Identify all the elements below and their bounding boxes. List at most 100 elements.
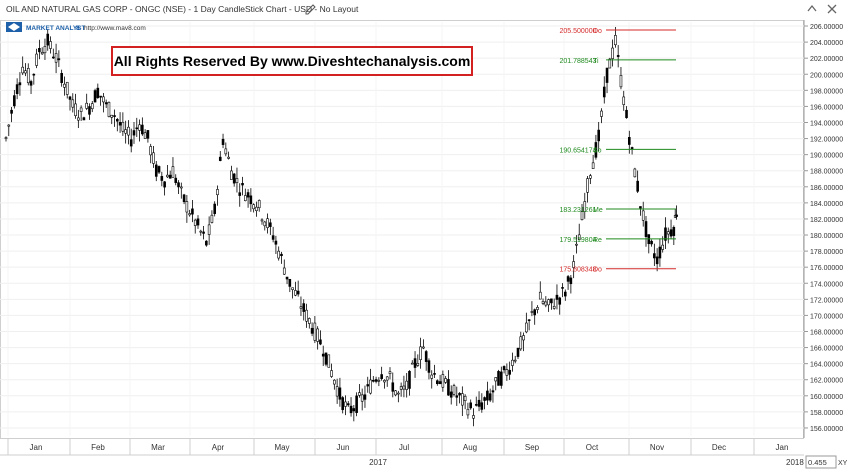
candle-body <box>24 70 27 74</box>
candle-body <box>177 182 180 188</box>
candle-body <box>486 390 489 401</box>
candle-body <box>572 261 575 268</box>
level-value: 179.519804 <box>560 237 597 244</box>
candle-body <box>494 377 498 382</box>
candle-body <box>616 55 620 57</box>
candle-body <box>116 119 119 122</box>
candle-body <box>277 250 280 259</box>
candle-body <box>29 81 33 86</box>
close-icon[interactable] <box>827 4 837 14</box>
candle-body <box>255 206 258 212</box>
candle-body <box>628 137 631 145</box>
candle-body <box>157 166 161 173</box>
candle-body <box>199 230 203 233</box>
candle-body <box>230 170 233 180</box>
candle-body <box>419 346 422 360</box>
value-box[interactable] <box>805 455 837 469</box>
candle-body <box>118 121 122 126</box>
candle-body <box>207 224 211 235</box>
candle-body <box>461 393 464 406</box>
candle-body <box>46 33 50 46</box>
candle-body <box>213 203 216 214</box>
candle-body <box>544 301 548 306</box>
candle-body <box>639 206 642 209</box>
watermark-text: All Rights Reserved By www.Diveshtechana… <box>114 53 471 69</box>
candle-body <box>397 392 400 395</box>
chevron-up-icon[interactable] <box>807 4 817 12</box>
candle-body <box>675 214 678 217</box>
candle-body <box>79 107 83 112</box>
y-tick-label: 206.00000 <box>810 24 843 31</box>
candle-body <box>422 346 425 349</box>
candle-body <box>218 156 222 161</box>
pencil-icon[interactable] <box>305 4 316 15</box>
candle-body <box>282 267 286 275</box>
candle-body <box>650 240 653 245</box>
candle-body <box>333 379 336 385</box>
candle-body <box>527 319 531 322</box>
candle-body <box>561 287 564 289</box>
x-tick-label: Jun <box>337 443 350 452</box>
candle-body <box>4 137 8 140</box>
candle-body <box>71 99 75 108</box>
candle-body <box>327 354 331 368</box>
candle-body <box>227 156 230 159</box>
y-tick-label: 186.00000 <box>810 185 843 192</box>
candle-body <box>60 72 63 83</box>
candle-body <box>246 192 250 198</box>
candle-body <box>388 371 392 375</box>
y-tick-label: 194.00000 <box>810 120 843 127</box>
candle-body <box>127 126 130 136</box>
candle-body <box>449 391 453 398</box>
candle-body <box>132 130 136 136</box>
candle-body <box>380 374 383 379</box>
candle-body <box>641 210 645 221</box>
candle-body <box>193 219 197 226</box>
candle-body <box>614 35 617 46</box>
candle-body <box>38 48 41 53</box>
y-tick-label: 156.00000 <box>810 426 843 433</box>
candle-body <box>96 87 100 98</box>
candle-body <box>221 138 225 145</box>
candle-body <box>513 359 517 362</box>
candle-body <box>141 124 144 135</box>
candle-body <box>594 142 598 158</box>
candle-body <box>416 363 420 366</box>
candle-body <box>408 370 411 389</box>
candle-body <box>107 102 111 117</box>
candle-body <box>374 379 378 382</box>
candle-body <box>280 253 283 257</box>
candle-body <box>358 392 361 396</box>
level-tag: Do <box>593 28 602 35</box>
candle-body <box>102 96 105 103</box>
candle-body <box>149 146 152 156</box>
candle-body <box>466 408 470 416</box>
candle-body <box>355 395 358 413</box>
candle-body <box>666 231 670 235</box>
x-tick-label: Oct <box>586 443 599 452</box>
level-tag: Re <box>593 237 602 244</box>
candle-body <box>154 164 158 177</box>
candle-body <box>636 180 639 192</box>
fib-levels: 205.500000Do201.788543Ti190.654174So183.… <box>560 28 676 274</box>
y-axis: 156.00000 158.00000 160.00000 162.00000 164.… <box>804 24 843 433</box>
y-tick-label: 198.00000 <box>810 88 843 95</box>
candle-body <box>68 96 72 100</box>
axis-tag[interactable]: XY <box>838 460 848 467</box>
plot-area[interactable] <box>0 20 804 439</box>
candle-body <box>302 303 306 312</box>
level-tag: Ti <box>593 58 599 65</box>
candle-body <box>180 186 183 189</box>
x-axis: Jan Feb Mar Apr May Jun Jul Aug Sep Oct Nov Dec Jan <box>7 438 788 455</box>
candle-body <box>633 168 637 178</box>
x-tick-label: May <box>274 443 289 452</box>
candle-body <box>369 379 372 394</box>
candle-body <box>185 201 189 213</box>
candle-body <box>57 58 61 61</box>
x-tick-label: Mar <box>151 443 165 452</box>
x-tick-label: Dec <box>712 443 726 452</box>
x-tick-label: Nov <box>650 443 664 452</box>
candle-body <box>533 309 536 316</box>
candle-body <box>589 175 592 179</box>
candle-body <box>605 67 609 83</box>
